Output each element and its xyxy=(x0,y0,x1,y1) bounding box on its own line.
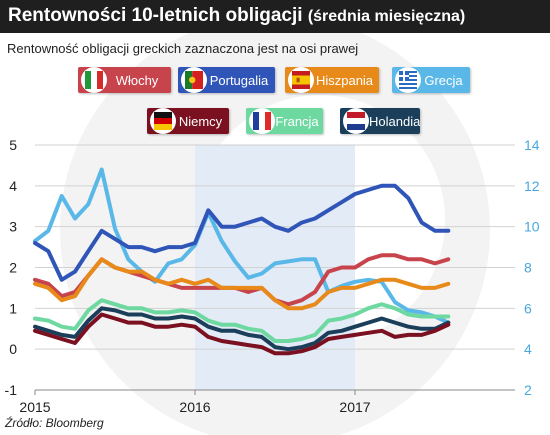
y-right-tick-label: 4 xyxy=(524,341,532,357)
legend-label-grecja: Grecja xyxy=(424,72,463,88)
legend-label-niemcy: Niemcy xyxy=(178,113,223,129)
x-tick-label: 2017 xyxy=(339,399,370,415)
italy-flag-icon xyxy=(81,67,107,93)
legend-item-grecja: Grecja xyxy=(392,67,470,93)
france-flag-icon xyxy=(249,108,275,134)
chart-title: Rentowności 10-letnich obligacji (średni… xyxy=(8,5,465,27)
legend-label-francja: Francja xyxy=(275,113,319,129)
germany-flag-icon xyxy=(150,108,176,134)
series-line-portugalia xyxy=(33,183,451,282)
legend-item-holandia: Holandia xyxy=(340,108,420,134)
legend-item-portugalia: Portugalia xyxy=(178,67,275,93)
portugal-flag-icon xyxy=(181,67,207,93)
legend-label-portugalia: Portugalia xyxy=(209,72,269,88)
x-tick-label: 2016 xyxy=(179,399,210,415)
y-left-tick-label: 5 xyxy=(9,137,17,153)
legend-label-holandia: Holandia xyxy=(369,113,421,129)
series-line-niemcy xyxy=(33,312,451,356)
chart-subtitle: Rentowność obligacji greckich zaznaczona… xyxy=(7,41,359,56)
title-bar: Rentowności 10-letnich obligacji (średni… xyxy=(0,0,550,33)
y-left-tick-label: 0 xyxy=(9,341,17,357)
y-right-tick-label: 8 xyxy=(524,260,532,276)
y-right-tick-label: 12 xyxy=(524,178,540,194)
legend-item-hiszpania: Hiszpania xyxy=(285,67,379,93)
y-right-tick-label: 2 xyxy=(524,382,532,398)
series-line-hiszpania xyxy=(33,257,451,311)
y-left-tick-label: 3 xyxy=(9,219,17,235)
y-left-tick-label: -1 xyxy=(5,382,18,398)
chart-title-main: Rentowności 10-letnich obligacji xyxy=(8,5,303,26)
y-right-tick-label: 14 xyxy=(524,137,540,153)
series-line-francja xyxy=(33,298,451,343)
spain-flag-icon xyxy=(288,67,314,93)
y-left-tick-label: 1 xyxy=(9,300,17,316)
legend-label-hiszpania: Hiszpania xyxy=(315,72,374,88)
y-right-tick-label: 10 xyxy=(524,219,540,235)
y-left-tick-label: 4 xyxy=(9,178,17,194)
series-line-holandia xyxy=(33,306,451,352)
source-note: Źródło: Bloomberg xyxy=(5,416,104,430)
greece-flag-icon xyxy=(395,67,421,93)
legend-item-wlochy: Włochy xyxy=(78,67,171,93)
legend-label-wlochy: Włochy xyxy=(115,72,159,88)
chart-title-suffix: (średnia miesięczna) xyxy=(307,8,466,25)
legend-item-niemcy: Niemcy xyxy=(147,108,229,134)
x-tick-label: 2015 xyxy=(19,399,50,415)
y-right-tick-label: 6 xyxy=(524,300,532,316)
legend-item-francja: Francja xyxy=(246,108,323,134)
y-left-tick-label: 2 xyxy=(9,260,17,276)
netherlands-flag-icon xyxy=(343,108,369,134)
